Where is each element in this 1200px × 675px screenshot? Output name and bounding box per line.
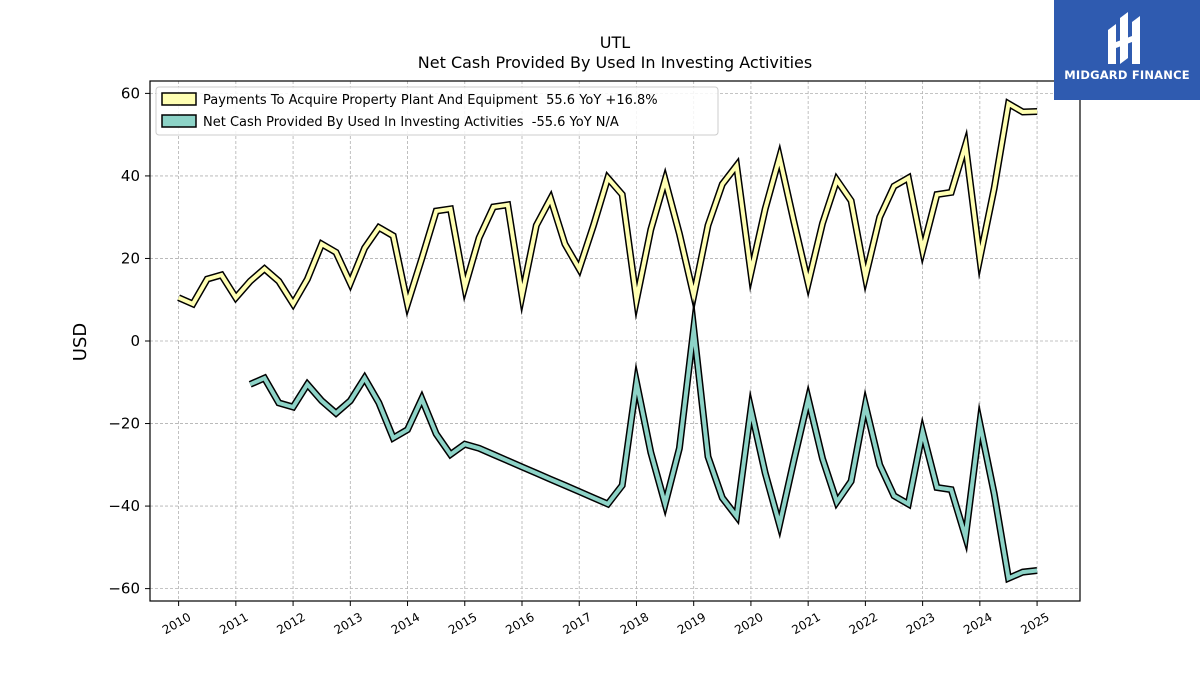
- brand-logo: MIDGARD FINANCE: [1054, 0, 1200, 100]
- legend-swatch-investing: [161, 114, 197, 128]
- x-tick-label: 2020: [732, 610, 765, 637]
- legend-label-investing: Net Cash Provided By Used In Investing A…: [203, 115, 619, 130]
- legend-box: [155, 86, 719, 136]
- series-line-capex: [177, 100, 1038, 312]
- x-tick-label: 2019: [675, 610, 708, 637]
- y-tick-label: −20: [108, 415, 140, 433]
- legend-label-capex: Payments To Acquire Property Plant And E…: [203, 93, 658, 108]
- grid: [150, 81, 1080, 601]
- series-line-investing: [249, 311, 1038, 582]
- x-tick-label: 2023: [904, 610, 937, 637]
- x-tick-label: 2018: [618, 610, 651, 637]
- legend: Payments To Acquire Property Plant And E…: [155, 86, 719, 136]
- legend-swatch-capex: [161, 92, 197, 106]
- x-tick-label: 2025: [1018, 610, 1051, 637]
- y-tick-label: 20: [121, 249, 140, 267]
- x-tick-label: 2022: [847, 610, 880, 637]
- chart-title: UTL: [600, 33, 630, 52]
- midgard-logo-icon: [1108, 12, 1140, 64]
- x-tick-label: 2021: [789, 610, 822, 637]
- x-tick-label: 2016: [503, 610, 536, 637]
- x-tick-label: 2013: [332, 610, 365, 637]
- x-tick-label: 2014: [389, 610, 422, 637]
- axis-ticks: 2010 2011 2012 2013 2014 2015 2016 2017 2018 2019…: [108, 84, 1051, 637]
- chart-subtitle: Net Cash Provided By Used In Investing A…: [418, 53, 812, 72]
- x-tick-label: 2024: [961, 610, 994, 637]
- y-tick-label: 0: [130, 332, 140, 350]
- y-tick-label: 40: [121, 167, 140, 185]
- brand-name: MIDGARD FINANCE: [1064, 68, 1190, 82]
- x-tick-label: 2011: [217, 610, 250, 637]
- series-lines: [177, 98, 1038, 584]
- x-tick-label: 2015: [446, 610, 479, 637]
- y-axis-label: USD: [70, 323, 91, 361]
- y-tick-label: 60: [121, 84, 140, 102]
- y-tick-label: −60: [108, 580, 140, 598]
- x-tick-label: 2010: [160, 610, 193, 637]
- y-tick-label: −40: [108, 497, 140, 515]
- x-tick-label: 2017: [561, 610, 594, 637]
- x-tick-label: 2012: [274, 610, 307, 637]
